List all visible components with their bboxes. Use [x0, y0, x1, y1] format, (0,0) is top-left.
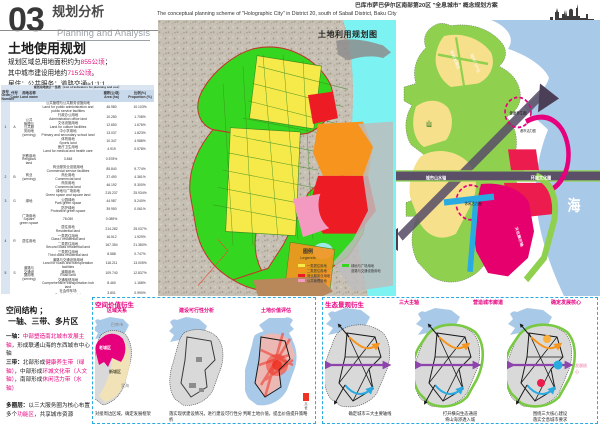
svg-text:休闲活力圈: 休闲活力圈 [465, 201, 482, 206]
svg-text:山: 山 [426, 120, 432, 129]
svg-text:绿地与广场用地: 绿地与广场用地 [351, 263, 375, 268]
svg-text:环城文化圈: 环城文化圈 [531, 174, 552, 181]
svg-text:商业服务业用地: 商业服务业用地 [307, 273, 331, 278]
svg-text:心: 心 [575, 368, 579, 374]
svg-text:图例: 图例 [303, 248, 313, 255]
svg-text:里海: 里海 [121, 382, 129, 388]
svg-text:海: 海 [568, 197, 581, 214]
svg-text:巴库市: 巴库市 [111, 321, 124, 328]
svg-text:Legends: Legends [300, 255, 315, 260]
svg-text:公共管理用地: 公共管理用地 [307, 278, 327, 283]
svg-text:老城区: 老城区 [98, 344, 111, 350]
svg-text:二类居住用地: 二类居住用地 [307, 268, 327, 273]
svg-text:都市活力圈: 都市活力圈 [520, 128, 536, 133]
svg-text:发展核: 发展核 [574, 362, 587, 368]
svg-text:新城区: 新城区 [109, 368, 121, 374]
svg-text:城市山水轴: 城市山水轴 [426, 174, 447, 181]
svg-text:健康养生圈: 健康养生圈 [510, 110, 527, 115]
svg-text:低: 低 [304, 405, 307, 410]
svg-text:一类居住用地: 一类居住用地 [307, 263, 327, 268]
svg-text:道路与交通设施用地: 道路与交通设施用地 [351, 268, 381, 273]
